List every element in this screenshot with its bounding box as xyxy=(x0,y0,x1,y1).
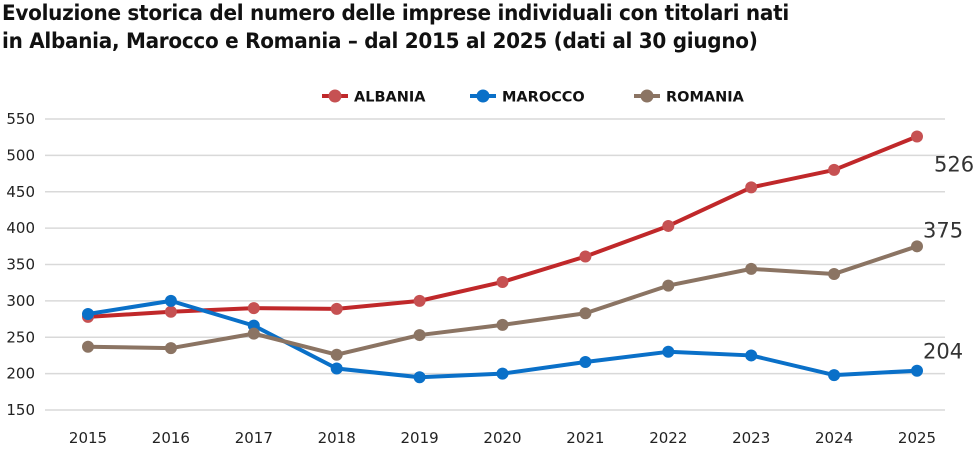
data-point[interactable] xyxy=(413,371,426,384)
data-label-romania: 375 xyxy=(923,218,963,242)
data-point[interactable] xyxy=(745,181,758,194)
legend-item-albania[interactable]: ALBANIA xyxy=(322,89,426,106)
data-point[interactable] xyxy=(911,130,923,143)
data-point[interactable] xyxy=(828,369,841,382)
data-point[interactable] xyxy=(579,355,592,368)
gridlines xyxy=(45,118,945,411)
series-line xyxy=(86,134,919,319)
legend-label: MAROCCO xyxy=(502,90,585,106)
x-tick-label: 2022 xyxy=(649,429,687,447)
y-tick-label: 150 xyxy=(6,401,35,419)
y-axis: 150 200 250 300 350 400 450 500 550 xyxy=(6,110,35,419)
x-tick-label: 2017 xyxy=(235,429,273,447)
chart-title: Evoluzione storica del numero delle impr… xyxy=(2,0,910,56)
data-point[interactable] xyxy=(579,250,592,263)
data-point[interactable] xyxy=(330,302,343,315)
data-point[interactable] xyxy=(164,294,177,307)
y-tick-label: 350 xyxy=(6,256,35,274)
x-tick-label: 2019 xyxy=(401,429,439,447)
y-tick-label: 300 xyxy=(6,292,35,310)
data-point[interactable] xyxy=(82,340,94,353)
y-tick-label: 200 xyxy=(6,365,35,383)
legend-marker-icon xyxy=(476,89,490,103)
data-point[interactable] xyxy=(579,307,592,320)
data-point[interactable] xyxy=(662,345,675,358)
legend: ALBANIA MAROCCO ROMANIA xyxy=(322,89,745,106)
legend-marker-icon xyxy=(640,89,654,103)
data-labels: 526 204 375 xyxy=(923,152,974,363)
data-point[interactable] xyxy=(496,318,509,331)
x-axis: 2015 2016 2017 2018 2019 2020 2021 2022 2023 2024… xyxy=(69,429,936,447)
x-tick-label: 2024 xyxy=(815,429,853,447)
data-point[interactable] xyxy=(247,302,260,315)
data-point[interactable] xyxy=(496,275,509,288)
x-tick-label: 2020 xyxy=(483,429,521,447)
data-point[interactable] xyxy=(247,327,260,340)
data-point[interactable] xyxy=(330,362,343,375)
series-albania xyxy=(82,130,923,323)
data-point[interactable] xyxy=(745,262,758,275)
y-tick-label: 450 xyxy=(6,183,35,201)
legend-item-romania[interactable]: ROMANIA xyxy=(634,89,745,106)
y-tick-label: 250 xyxy=(6,328,35,346)
legend-label: ROMANIA xyxy=(666,90,745,106)
chart-title-line-2: in Albania, Marocco e Romania – dal 2015… xyxy=(2,29,758,54)
data-point[interactable] xyxy=(330,348,343,361)
x-tick-label: 2015 xyxy=(69,429,107,447)
chart-title-line-1: Evoluzione storica del numero delle impr… xyxy=(2,1,789,26)
data-point[interactable] xyxy=(413,329,426,342)
data-point[interactable] xyxy=(662,279,675,292)
x-tick-label: 2016 xyxy=(152,429,190,447)
series-romania xyxy=(82,240,923,361)
x-tick-label: 2023 xyxy=(732,429,770,447)
data-point[interactable] xyxy=(662,219,675,232)
data-label-albania: 526 xyxy=(934,152,974,176)
series-marocco xyxy=(82,294,923,384)
data-point[interactable] xyxy=(828,267,841,280)
data-point[interactable] xyxy=(911,240,923,253)
x-tick-label: 2025 xyxy=(898,429,936,447)
data-point[interactable] xyxy=(745,349,758,362)
legend-item-marocco[interactable]: MAROCCO xyxy=(470,89,585,106)
data-point[interactable] xyxy=(82,307,94,320)
data-point[interactable] xyxy=(164,305,177,318)
data-point[interactable] xyxy=(828,163,841,176)
data-point[interactable] xyxy=(413,294,426,307)
y-tick-label: 500 xyxy=(6,146,35,164)
data-point[interactable] xyxy=(496,367,509,380)
y-tick-label: 400 xyxy=(6,219,35,237)
data-label-marocco: 204 xyxy=(923,340,963,364)
legend-label: ALBANIA xyxy=(354,90,426,106)
data-point[interactable] xyxy=(911,364,923,377)
legend-marker-icon xyxy=(328,89,342,103)
series-lines xyxy=(82,130,923,384)
data-point[interactable] xyxy=(164,342,177,355)
y-tick-label: 550 xyxy=(6,110,35,128)
x-tick-label: 2021 xyxy=(566,429,604,447)
x-tick-label: 2018 xyxy=(318,429,356,447)
